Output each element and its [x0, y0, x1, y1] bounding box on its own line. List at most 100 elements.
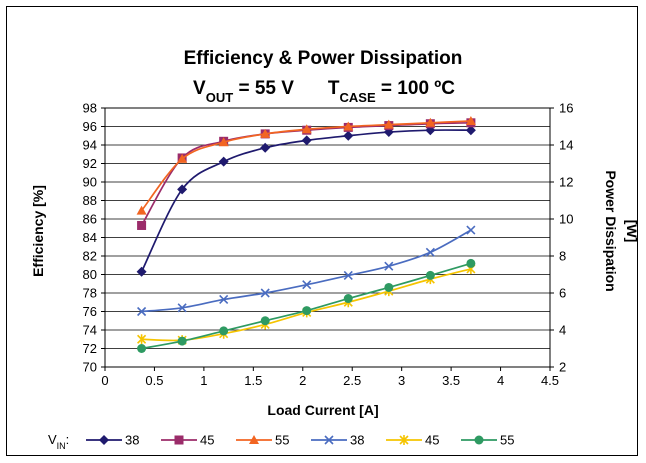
legend-marker — [99, 435, 109, 445]
y-tick-label: 96 — [83, 119, 97, 134]
data-point — [384, 282, 394, 292]
y2-tick-label: 6 — [559, 286, 566, 301]
legend-label: 45 — [200, 433, 214, 448]
y2-tick-label: 8 — [559, 249, 566, 264]
legend-item: 45 — [161, 433, 214, 448]
x-tick-label: 3 — [398, 373, 405, 388]
data-point — [218, 137, 229, 147]
x-tick-label: 2.5 — [343, 373, 361, 388]
y-tick-label: 76 — [83, 304, 97, 319]
x-tick-label: 0 — [101, 373, 108, 388]
y2-tick-label: 2 — [559, 360, 566, 375]
data-point — [301, 135, 312, 146]
data-point — [466, 258, 476, 268]
legend-label: 55 — [275, 433, 289, 448]
legend-item: 45 — [386, 433, 439, 448]
series-45-right — [137, 263, 476, 346]
y2-tick-label: 16 — [559, 101, 573, 116]
data-point — [177, 153, 188, 163]
x-tick-label: 1 — [200, 373, 207, 388]
data-point — [425, 270, 435, 280]
y2-axis-label-line2: [W] — [624, 220, 640, 243]
data-point — [383, 119, 394, 129]
series-55-left — [136, 115, 476, 215]
legend-item: 38 — [86, 433, 139, 448]
data-point — [218, 156, 229, 167]
data-point — [343, 270, 353, 280]
data-point — [301, 124, 312, 134]
y2-tick-label: 10 — [559, 212, 573, 227]
y-tick-label: 84 — [83, 230, 97, 245]
legend-prefix: VIN: — [48, 432, 69, 451]
y-tick-label: 72 — [83, 341, 97, 356]
series-group — [136, 115, 476, 353]
data-point — [219, 326, 229, 336]
y-tick-label: 70 — [83, 360, 97, 375]
x-tick-label: 3.5 — [442, 373, 460, 388]
legend-marker — [399, 435, 409, 445]
chart-title: Efficiency & Power Dissipation — [184, 48, 463, 69]
y-tick-label: 78 — [83, 286, 97, 301]
legend-marker — [324, 435, 334, 445]
y-tick-label: 90 — [83, 175, 97, 190]
data-point — [137, 334, 147, 345]
y-tick-label: 86 — [83, 212, 97, 227]
data-point — [302, 306, 312, 316]
axis-ticks: 7072747678808284868890929496982468101214… — [83, 101, 574, 389]
y2-tick-label: 12 — [559, 175, 573, 190]
data-point — [137, 306, 147, 317]
x-tick-label: 4.5 — [541, 373, 559, 388]
data-point — [136, 205, 147, 215]
legend: 38 45 55 38 45 55 — [86, 433, 514, 448]
legend-item: 55 — [461, 433, 514, 448]
x-tick-label: 0.5 — [145, 373, 163, 388]
series-55-right — [137, 258, 476, 353]
data-point — [466, 225, 476, 235]
data-point — [465, 115, 476, 125]
data-point — [343, 294, 353, 304]
series-38-right — [137, 225, 476, 317]
data-point — [465, 125, 476, 136]
legend-label: 38 — [125, 433, 139, 448]
data-point — [260, 128, 271, 138]
y2-tick-label: 4 — [559, 323, 566, 338]
chart-subtitle: VOUT = 55 V TCASE = 100 ºC — [193, 78, 455, 105]
data-point — [137, 344, 147, 353]
series-45-left — [137, 118, 476, 230]
y-tick-label: 92 — [83, 156, 97, 171]
data-point — [384, 261, 394, 271]
legend-marker — [249, 435, 259, 444]
series-38-left — [136, 125, 476, 277]
data-point — [343, 130, 354, 141]
y-tick-label: 98 — [83, 101, 97, 116]
x-tick-label: 2 — [299, 373, 306, 388]
data-point — [136, 266, 147, 277]
data-point — [425, 247, 435, 257]
legend-marker — [474, 435, 484, 445]
data-point — [177, 336, 187, 346]
x-tick-label: 4 — [497, 373, 504, 388]
y2-tick-label: 14 — [559, 138, 573, 153]
y-axis-label: Efficiency [%] — [30, 185, 46, 277]
data-point — [260, 142, 271, 153]
legend-label: 45 — [425, 433, 439, 448]
legend-label: 38 — [350, 433, 364, 448]
y-tick-label: 80 — [83, 267, 97, 282]
data-point — [260, 288, 270, 298]
y-tick-label: 94 — [83, 138, 97, 153]
data-point — [260, 316, 270, 326]
y2-axis-label-line1: Power Dissipation — [603, 170, 619, 291]
data-point — [177, 303, 187, 313]
legend-marker — [174, 435, 184, 445]
data-point — [177, 184, 188, 195]
chart-frame — [6, 6, 638, 456]
data-point — [219, 294, 229, 305]
y-tick-label: 74 — [83, 323, 97, 338]
legend-item: 55 — [236, 433, 289, 448]
x-tick-label: 1.5 — [244, 373, 262, 388]
x-axis-label: Load Current [A] — [267, 402, 378, 418]
legend-item: 38 — [311, 433, 364, 448]
data-point — [302, 280, 312, 290]
data-point — [343, 121, 354, 131]
